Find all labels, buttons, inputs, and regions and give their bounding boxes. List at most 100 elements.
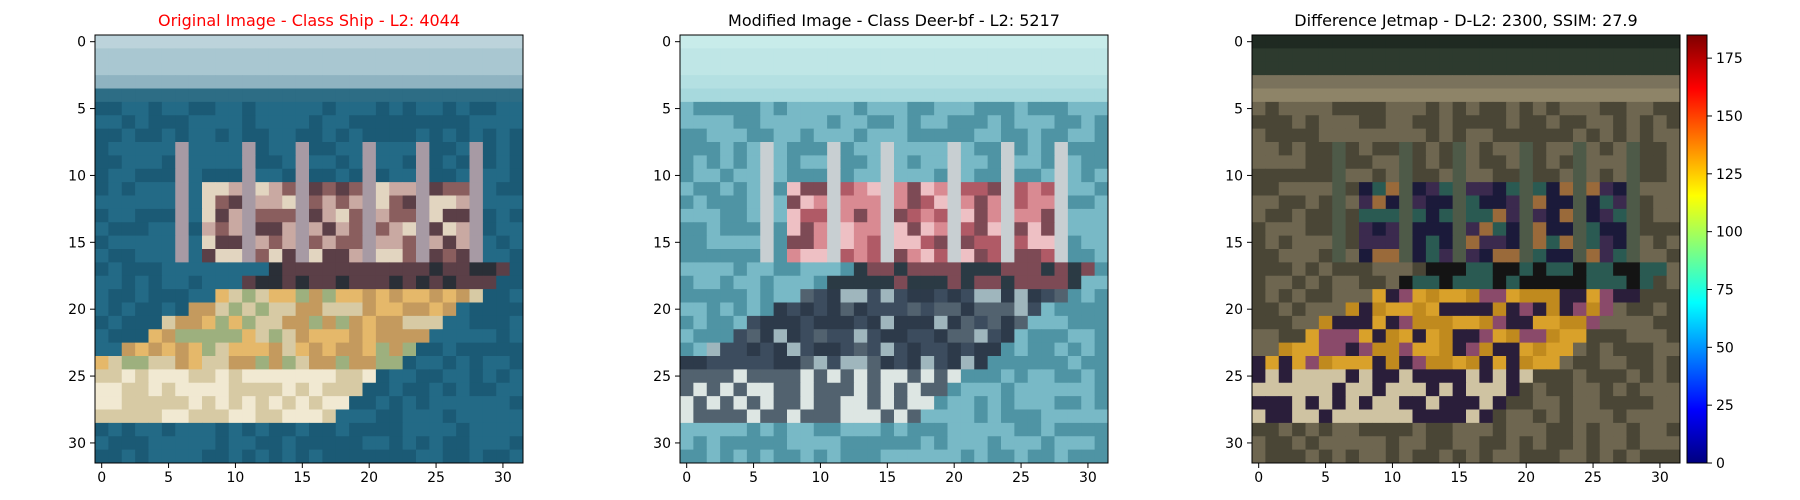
heatmap-cell [1027,168,1042,183]
heatmap-cell [135,168,149,183]
heatmap-cell [389,275,404,290]
heatmap-cell [746,436,761,451]
heatmap-cell [1546,275,1561,290]
heatmap-cell [934,35,948,49]
heatmap-cell [706,396,721,410]
heatmap-cell [496,422,511,437]
heatmap-cell [693,208,708,223]
heatmap-cell [416,302,430,317]
heatmap-cell [1599,356,1614,370]
heatmap-cell [1027,262,1042,277]
heatmap-cell [1653,61,1668,76]
heatmap-cell [282,342,297,357]
heatmap-cell [1639,436,1654,451]
heatmap-cell [456,88,470,103]
heatmap-cell [202,449,216,464]
heatmap-cell [362,61,377,76]
heatmap-cell [1292,168,1306,183]
heatmap-cell [720,142,734,156]
heatmap-cell [907,342,922,357]
heatmap-cell [375,155,390,170]
heatmap-cell [282,329,297,344]
heatmap-cell [907,369,922,384]
heatmap-cell [1479,289,1494,303]
heatmap-cell [787,168,801,183]
heatmap-cell [482,422,497,437]
heatmap-cell [1666,115,1681,130]
heatmap-cell [335,142,350,156]
heatmap-cell [429,249,444,263]
heatmap-cell [1094,48,1109,63]
heatmap-cell [1014,168,1029,183]
heatmap-cell [894,409,908,424]
heatmap-cell [1573,48,1587,63]
heatmap-cell [1586,222,1601,237]
heatmap-cell [907,235,922,250]
heatmap-cell [960,208,975,223]
heatmap-cell [1613,249,1627,263]
heatmap-cell [1094,128,1109,143]
heatmap-cell [335,356,350,370]
heatmap-cell [1094,168,1109,183]
heatmap-cell [1278,449,1293,464]
heatmap-cell [161,222,176,237]
heatmap-cell [242,168,256,183]
heatmap-cell [1318,195,1333,210]
y-tick-label: 5 [1234,102,1243,118]
heatmap-cell [1546,436,1561,451]
heatmap-cell [1359,382,1373,397]
heatmap-cell [1666,356,1681,370]
heatmap-cell [429,396,444,410]
heatmap-cell [135,422,149,437]
heatmap-cell [349,235,363,250]
heatmap-cell [362,329,377,344]
heatmap-cell [960,289,975,303]
heatmap-cell [1345,382,1360,397]
heatmap-cell [733,409,748,424]
heatmap-cell [456,222,470,237]
heatmap-cell [920,302,935,317]
heatmap-cell [1506,101,1520,116]
heatmap-cell [880,422,895,437]
heatmap-cell [1506,342,1520,357]
heatmap-cell [375,342,390,357]
heatmap-cell [1439,168,1454,183]
heatmap-cell [720,195,734,210]
heatmap-cell [880,315,895,330]
heatmap-cell [1452,262,1467,277]
heatmap-cell [148,155,163,170]
heatmap-cell [362,275,377,290]
heatmap-cell [1425,168,1440,183]
heatmap-cell [1332,356,1347,370]
heatmap-cell [482,249,497,263]
heatmap-cell [1439,48,1454,63]
heatmap-cell [1425,409,1440,424]
heatmap-cell [1372,195,1387,210]
heatmap-cell [1599,382,1614,397]
heatmap-cell [947,369,962,384]
heatmap-cell [469,235,484,250]
heatmap-cell [228,75,243,89]
heatmap-cell [746,88,761,103]
heatmap-cell [1599,182,1614,196]
heatmap-cell [1385,48,1400,63]
y-tick-label: 5 [77,102,86,118]
heatmap-cell [853,289,868,303]
heatmap-cell [1094,289,1109,303]
heatmap-cell [1094,329,1109,344]
heatmap-cell [813,396,828,410]
heatmap-cell [1305,449,1320,464]
heatmap-cell [121,48,136,63]
heatmap-cell [1519,35,1534,49]
heatmap-cell [509,262,524,277]
heatmap-cell [496,182,511,196]
heatmap-cell [335,208,350,223]
heatmap-cell [1425,35,1440,49]
heatmap-cell [720,436,734,451]
heatmap-cell [1345,235,1360,250]
heatmap-cell [987,422,1002,437]
heatmap-cell [148,75,163,89]
heatmap-cell [1506,275,1520,290]
heatmap-cell [1385,422,1400,437]
heatmap-cell [309,168,323,183]
